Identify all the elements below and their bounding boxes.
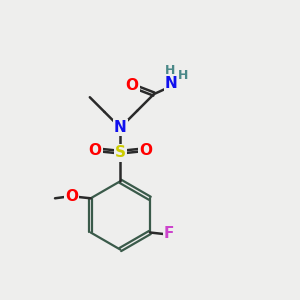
Text: O: O bbox=[65, 189, 78, 204]
Text: S: S bbox=[115, 146, 126, 160]
Text: F: F bbox=[164, 226, 174, 242]
Text: N: N bbox=[165, 76, 178, 91]
Text: O: O bbox=[126, 78, 139, 93]
Text: H: H bbox=[164, 64, 175, 77]
Text: O: O bbox=[139, 143, 152, 158]
Text: N: N bbox=[114, 120, 127, 135]
Text: H: H bbox=[178, 69, 188, 82]
Text: O: O bbox=[88, 143, 101, 158]
